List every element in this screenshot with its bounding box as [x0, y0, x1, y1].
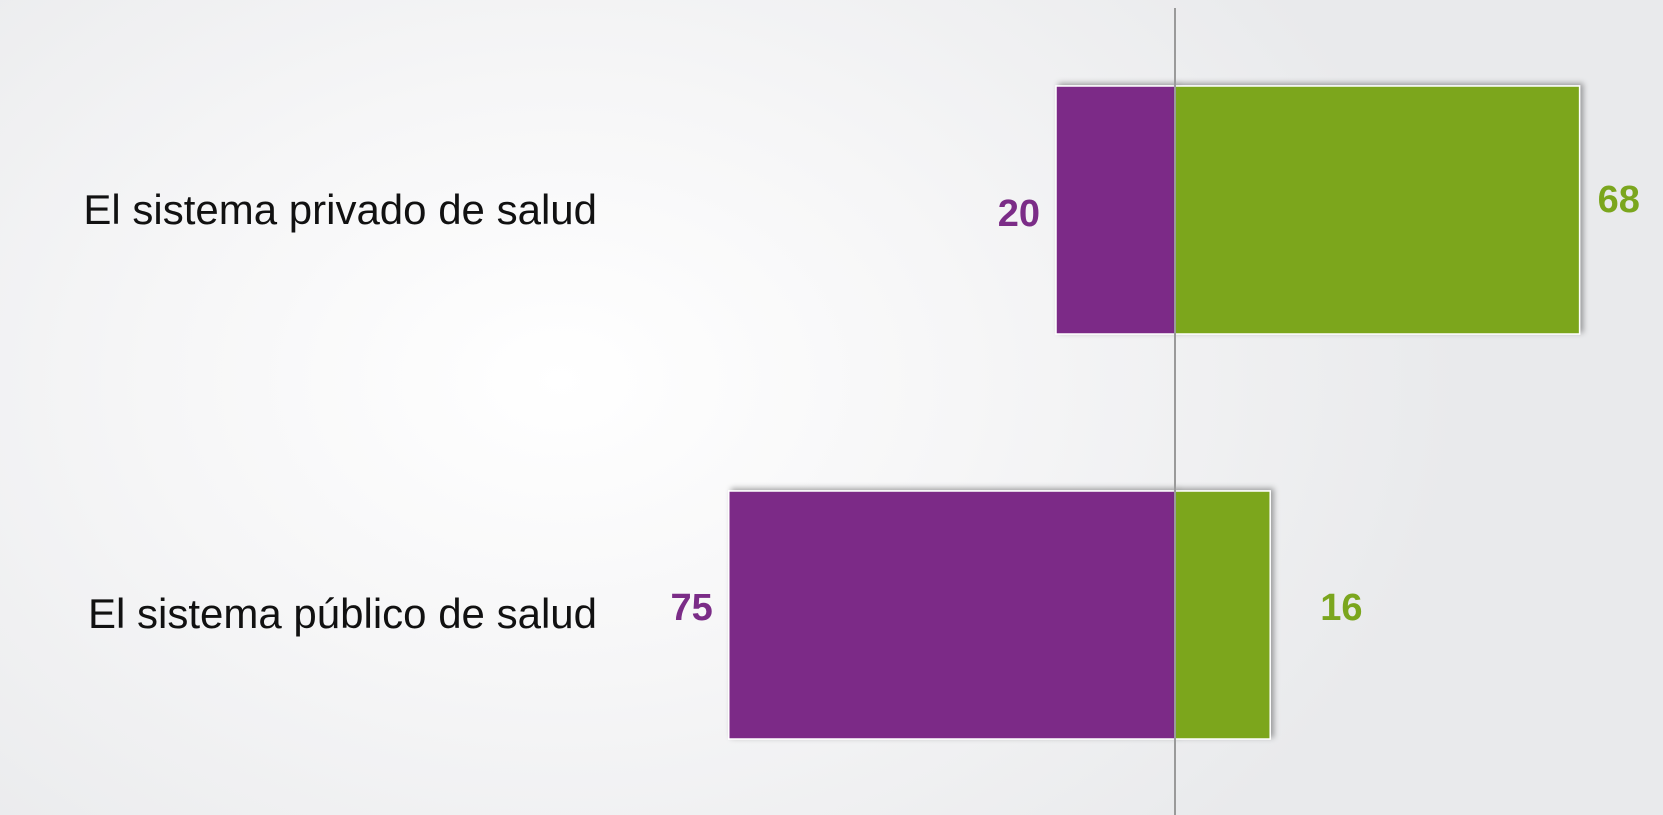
bar-positive-privado: [1174, 85, 1581, 335]
bar-negative-publico: [728, 490, 1176, 740]
value-label-negative-privado: 20: [998, 193, 1040, 235]
bar-negative-privado: [1055, 85, 1176, 335]
bar-positive-publico: [1174, 490, 1271, 740]
value-label-negative-publico: 75: [670, 587, 712, 629]
category-label-1: El sistema público de salud: [88, 590, 597, 637]
value-label-positive-privado: 68: [1598, 179, 1640, 221]
category-label-0: El sistema privado de salud: [83, 186, 597, 233]
value-label-positive-publico: 16: [1320, 587, 1362, 629]
